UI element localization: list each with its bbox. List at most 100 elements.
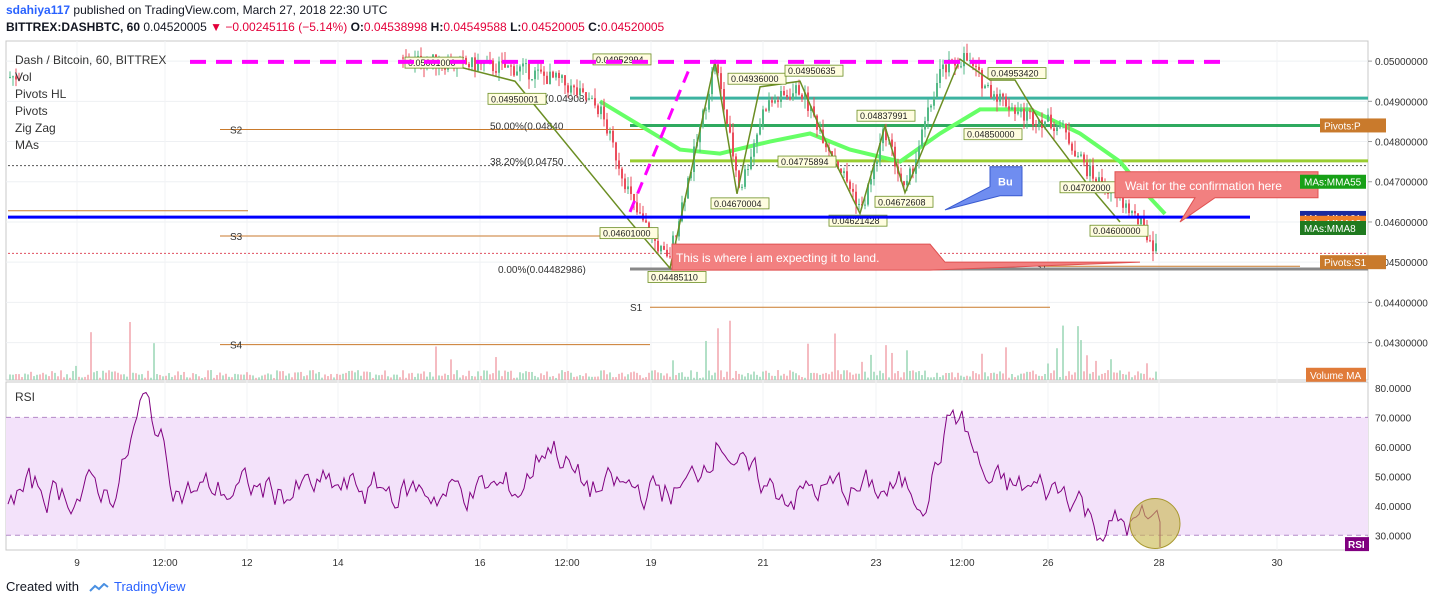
volume-bar bbox=[1086, 355, 1088, 380]
candle-body bbox=[711, 71, 713, 95]
volume-bar bbox=[84, 376, 86, 380]
volume-bar bbox=[129, 322, 131, 380]
volume-bar bbox=[222, 375, 224, 380]
zigzag-tag bbox=[1089, 224, 1149, 237]
volume-bar bbox=[597, 376, 599, 380]
volume-bar bbox=[147, 370, 149, 380]
zigzag-value-label: 0.04950001 bbox=[491, 94, 539, 104]
volume-bar bbox=[942, 375, 944, 380]
volume-bar bbox=[231, 377, 233, 380]
volume-bar bbox=[315, 373, 317, 380]
legend-item-pivots[interactable]: Pivots bbox=[15, 104, 48, 118]
volume-bar bbox=[1014, 377, 1016, 380]
price-tag bbox=[1320, 255, 1386, 270]
time-tick-label: 26 bbox=[1042, 558, 1054, 569]
candle-body bbox=[1137, 213, 1139, 225]
volume-bar bbox=[651, 370, 653, 380]
candle-body bbox=[1035, 124, 1037, 126]
candle-body bbox=[570, 85, 572, 93]
time-tick-label: 9 bbox=[74, 558, 80, 569]
volume-bar bbox=[711, 375, 713, 380]
candle-body bbox=[603, 106, 605, 120]
tradingview-link[interactable]: TradingView bbox=[114, 579, 186, 594]
price-tick-label: 0.04300000 bbox=[1375, 339, 1428, 350]
volume-bar bbox=[897, 371, 899, 380]
volume-bar bbox=[429, 372, 431, 380]
candle-body bbox=[669, 256, 671, 258]
candle-body bbox=[708, 94, 710, 110]
volume-bar bbox=[771, 375, 773, 380]
legend-item-vol[interactable]: Vol bbox=[15, 70, 32, 84]
volume-bar bbox=[1056, 348, 1058, 380]
price-tick-label: 0.04700000 bbox=[1375, 178, 1428, 189]
candle-body bbox=[804, 92, 806, 99]
volume-bar bbox=[714, 372, 716, 380]
legend-item-zigzag[interactable]: Zig Zag bbox=[15, 121, 56, 135]
zigzag-value-label: 0.04837991 bbox=[860, 111, 908, 121]
legend-item-mas[interactable]: MAs bbox=[15, 138, 39, 152]
candle-body bbox=[732, 132, 734, 157]
zigzag-tag bbox=[987, 67, 1047, 79]
volume-bar bbox=[1131, 377, 1133, 380]
label-bubble bbox=[944, 166, 1023, 211]
author-link[interactable]: sdahiya117 bbox=[6, 3, 71, 17]
candle-body bbox=[516, 71, 518, 76]
volume-bar bbox=[288, 373, 290, 380]
volume-bar bbox=[177, 371, 179, 380]
chart-canvas[interactable]: S2S3S4S1S1 0.00%(0.04482986)38.20%(0.047… bbox=[0, 40, 1450, 570]
volume-bar bbox=[354, 372, 356, 380]
volume-bar bbox=[12, 374, 14, 380]
volume-bar bbox=[450, 359, 452, 380]
volume-bar bbox=[642, 377, 644, 380]
zigzag-value-label: 0.04670004 bbox=[714, 199, 762, 209]
volume-bar bbox=[648, 372, 650, 380]
annotation-text: Bu bbox=[998, 177, 1013, 189]
candle-body bbox=[513, 66, 515, 76]
volume-bar bbox=[45, 374, 47, 380]
volume-bar bbox=[1140, 373, 1142, 380]
volume-bar bbox=[786, 375, 788, 380]
volume-bar bbox=[699, 377, 701, 380]
candle-body bbox=[948, 59, 950, 73]
volume-bar bbox=[690, 370, 692, 380]
candle-body bbox=[759, 124, 761, 135]
volume-bar bbox=[528, 371, 530, 380]
volume-bar bbox=[1098, 375, 1100, 380]
volume-bar bbox=[543, 375, 545, 380]
candle-body bbox=[837, 161, 839, 169]
volume-bar bbox=[972, 371, 974, 380]
volume-bar bbox=[78, 376, 80, 380]
volume-bar bbox=[198, 376, 200, 380]
volume-bar bbox=[366, 371, 368, 380]
volume-bar bbox=[441, 375, 443, 380]
volume-bar bbox=[132, 372, 134, 380]
candle-body bbox=[1128, 203, 1130, 214]
volume-bar bbox=[1128, 371, 1130, 380]
volume-bar bbox=[480, 375, 482, 380]
candle-body bbox=[477, 63, 479, 71]
volume-bar bbox=[435, 346, 437, 380]
volume-bar bbox=[546, 371, 548, 380]
created-with-text: Created with bbox=[6, 579, 79, 594]
candle-body bbox=[858, 203, 860, 205]
candle-body bbox=[579, 88, 581, 96]
candle-body bbox=[561, 75, 563, 79]
zigzag-value-label: 0.04936000 bbox=[731, 74, 779, 84]
candle-body bbox=[507, 65, 509, 68]
volume-bar bbox=[852, 374, 854, 380]
volume-bar bbox=[558, 373, 560, 380]
volume-bar bbox=[636, 372, 638, 380]
legend-item-pivots-hl[interactable]: Pivots HL bbox=[15, 87, 67, 101]
volume-bar bbox=[1113, 372, 1115, 380]
volume-bar bbox=[72, 371, 74, 380]
magenta-dashed-diagonal bbox=[628, 66, 692, 213]
volume-bar bbox=[678, 372, 680, 380]
volume-bar bbox=[1143, 373, 1145, 380]
candle-body bbox=[906, 180, 908, 186]
volume-bar bbox=[939, 376, 941, 380]
volume-bar bbox=[387, 376, 389, 380]
candle-body bbox=[966, 53, 968, 61]
candle-body bbox=[567, 85, 569, 93]
volume-bar bbox=[1002, 373, 1004, 380]
volume-bar bbox=[252, 375, 254, 380]
